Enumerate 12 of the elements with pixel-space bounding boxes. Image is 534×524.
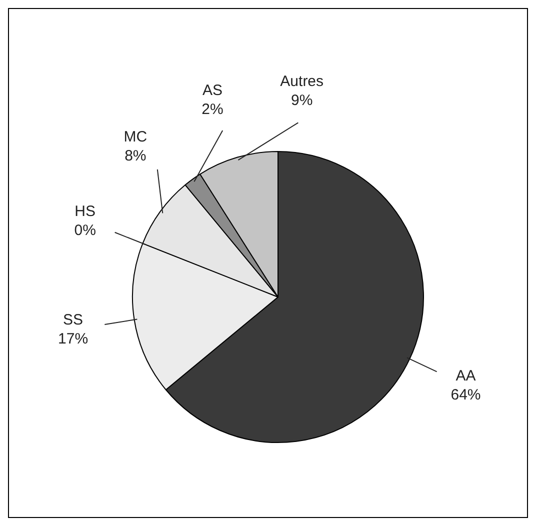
slice-label: Autres [280, 73, 324, 90]
text: 0% [74, 222, 96, 239]
data-label: 64% [450, 386, 481, 404]
slice-label: AS [202, 82, 223, 100]
slice-label: SS [63, 312, 84, 329]
data-label: 9% [291, 92, 313, 110]
category-label: HS [74, 202, 96, 220]
data-label: 2% [202, 101, 224, 118]
data-label: 17% [58, 330, 88, 348]
slice-label: MC [124, 128, 148, 146]
slice-label: AA [456, 367, 476, 384]
data-label: 8% [124, 147, 146, 164]
